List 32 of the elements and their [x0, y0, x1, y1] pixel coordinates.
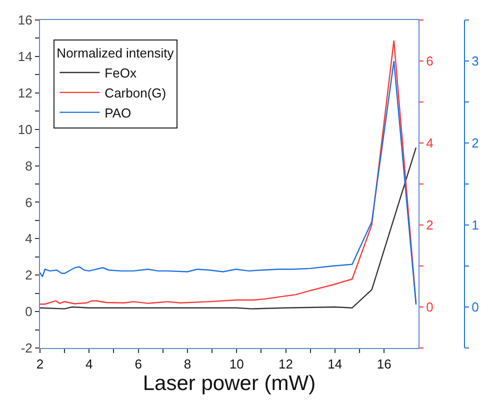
y2-tick-label: 0	[426, 300, 434, 315]
y3-tick-label: 1	[472, 218, 479, 233]
x-tick-label: 6	[134, 356, 142, 372]
legend-label: FeOx	[104, 66, 137, 81]
y3-tick-label: 2	[472, 136, 479, 151]
y-tick-label: 12	[18, 85, 32, 100]
y-tick-label: 2	[25, 268, 32, 283]
y2-tick-label: 4	[426, 136, 434, 151]
x-axis-title: Laser power (mW)	[142, 372, 316, 395]
y2-tick-label: 6	[426, 54, 434, 69]
x-tick-label: 12	[278, 356, 294, 372]
legend-label: Carbon(G)	[104, 86, 166, 100]
x-tick-label: 8	[184, 356, 192, 372]
y-tick-label: 0	[25, 304, 32, 320]
legend-title: Normalized intensity	[56, 46, 174, 61]
legend-label: PAO	[104, 105, 132, 120]
x-tick-label: 14	[328, 356, 342, 372]
y-tick-label: 6	[25, 194, 32, 210]
y3-tick-label: 3	[472, 54, 479, 69]
y-tick-label: 10	[18, 122, 32, 137]
y-tick-label: 14	[18, 48, 32, 64]
line-series	[40, 146, 417, 310]
y-tick-label: 8	[25, 158, 32, 174]
y2-tick-label: 2	[426, 218, 434, 233]
x-tick-label: 10	[229, 356, 244, 372]
x-tick-label: 2	[36, 356, 44, 372]
y3-tick-label: 0	[472, 300, 479, 315]
y-tick-label: 4	[25, 231, 32, 246]
x-tick-label: 4	[86, 356, 93, 372]
y-tick-label: 16	[18, 12, 32, 28]
y-tick-label: -2	[20, 340, 32, 356]
x-tick-label: 16	[376, 356, 392, 372]
